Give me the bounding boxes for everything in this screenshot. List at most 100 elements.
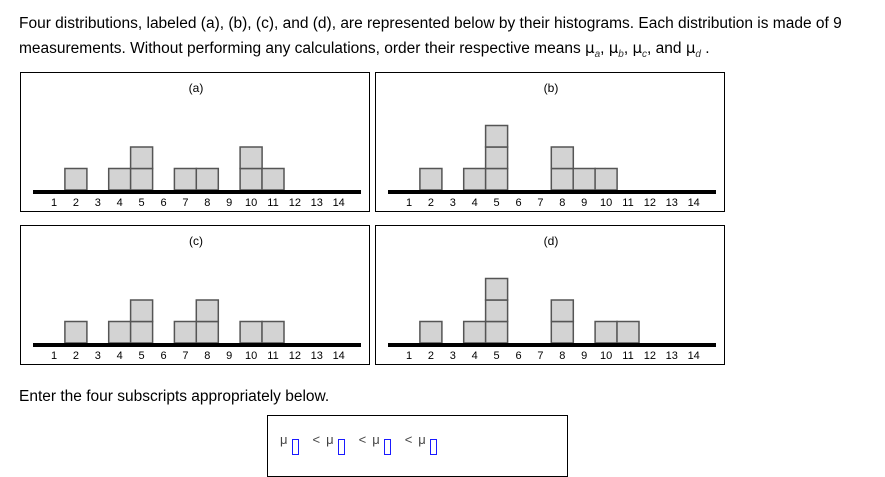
subscript-c: c	[642, 49, 648, 60]
tick-label: 6	[160, 197, 166, 209]
subscript-a: a	[594, 49, 601, 60]
histogram-c: (c) 1 2 3 4 5 6 7 8 9 10 11 12 13 14	[20, 225, 370, 365]
tick-label: 8	[559, 197, 565, 209]
chart-title: (c)	[189, 234, 203, 248]
histogram-bar-5	[484, 320, 509, 344]
tick-label: 11	[622, 350, 633, 362]
histogram-bar-4	[462, 167, 487, 191]
histogram-bar-5	[129, 146, 154, 170]
x-axis-line	[33, 343, 361, 347]
histogram-a: (a) 1 2 3 4 5 6 7 8 9 10 11 12 13 14	[20, 72, 370, 212]
tick-label: 9	[226, 350, 232, 362]
histogram-bar-8	[550, 167, 575, 191]
tick-label: 10	[245, 197, 257, 209]
answer-box: μ < μ < μ < μ	[267, 415, 568, 477]
mu-symbol: μ	[280, 432, 288, 447]
chart-title: (a)	[189, 81, 204, 95]
tick-label: 9	[581, 197, 587, 209]
mu-symbol: μ	[418, 432, 426, 447]
histogram-b: (b) 1 2 3 4 5 6 7 8 9 10 11 12 13 14	[375, 72, 725, 212]
mu-symbol: μ	[585, 39, 595, 57]
chart-title: (b)	[544, 81, 559, 95]
histogram-bar-5	[484, 277, 509, 301]
tick-label: 3	[450, 350, 456, 362]
histogram-bar-8	[550, 146, 575, 170]
mu-symbol: μ	[685, 39, 696, 57]
tick-label: 12	[289, 350, 301, 362]
histogram-bar-7	[173, 320, 198, 344]
tick-label: 11	[622, 197, 633, 209]
x-axis-line	[33, 190, 361, 194]
answer-slot-4[interactable]	[429, 439, 437, 455]
tick-label: 14	[333, 350, 345, 362]
tick-label: 12	[644, 197, 656, 209]
less-than: <	[358, 432, 367, 447]
question-line2: measurements. Without performing any cal…	[19, 40, 581, 57]
tick-label: 14	[333, 197, 345, 209]
tick-label: 3	[95, 350, 101, 362]
tick-label: 12	[289, 197, 301, 209]
histogram-bar-7	[173, 167, 198, 191]
period: .	[705, 40, 710, 57]
tick-label: 6	[515, 350, 521, 362]
tick-label: 11	[267, 350, 278, 362]
x-axis-line	[388, 190, 716, 194]
tick-label: 7	[537, 350, 543, 362]
histogram-bar-10	[239, 320, 263, 344]
histogram-bar-11	[616, 320, 640, 344]
histogram-bar-2	[419, 167, 443, 191]
tick-label: 7	[537, 197, 543, 209]
tick-label: 5	[139, 350, 145, 362]
answer-slot-3[interactable]	[383, 439, 391, 455]
answer-slot-2[interactable]	[337, 439, 345, 455]
less-than: <	[404, 432, 413, 447]
tick-label: 14	[688, 350, 700, 362]
tick-label: 12	[644, 350, 656, 362]
histogram-bar-10	[239, 146, 263, 170]
histogram-bar-8	[550, 299, 575, 323]
tick-label: 4	[117, 350, 123, 362]
answer-slot-1[interactable]	[291, 439, 299, 455]
measurement-count: 9	[833, 15, 842, 32]
histogram-bar-2	[64, 167, 88, 191]
tick-label: 13	[666, 350, 678, 362]
tick-label: 5	[494, 350, 500, 362]
tick-label: 6	[515, 197, 521, 209]
tick-label: 2	[428, 197, 434, 209]
tick-label: 11	[267, 197, 278, 209]
tick-label: 13	[666, 197, 678, 209]
histogram-bar-11	[261, 320, 285, 344]
histogram-bar-8	[195, 167, 220, 191]
separator: ,	[600, 40, 605, 57]
subscript-b: b	[618, 49, 624, 60]
histogram-bar-8	[195, 320, 220, 344]
histogram-bar-4	[462, 320, 487, 344]
tick-label: 8	[559, 350, 565, 362]
histogram-bar-10	[239, 167, 263, 191]
histogram-bar-4	[107, 320, 132, 344]
instruction-text: Enter the four subscripts appropriately …	[19, 388, 330, 405]
tick-label: 5	[494, 197, 500, 209]
mu-symbol: μ	[326, 432, 334, 447]
question-text: Four distributions, labeled (a), (b), (c…	[19, 12, 885, 67]
tick-label: 6	[160, 350, 166, 362]
tick-label: 8	[204, 197, 210, 209]
histogram-svg: (c)1 2 3 4 5 6 7 8 9 10 11 12 13 14	[33, 234, 361, 362]
histogram-bar-5	[484, 146, 509, 170]
tick-label: 13	[311, 350, 323, 362]
tick-label: 2	[73, 350, 79, 362]
separator: ,	[623, 40, 629, 57]
histogram-bar-5	[484, 124, 509, 148]
mu-symbol: μ	[608, 39, 619, 57]
chart-title: (d)	[544, 234, 559, 248]
tick-label: 2	[428, 350, 434, 362]
tick-label: 7	[182, 197, 188, 209]
histogram-bar-2	[419, 320, 443, 344]
tick-label: 4	[472, 350, 478, 362]
tick-label: 4	[117, 197, 123, 209]
tick-label: 3	[450, 197, 456, 209]
histogram-bar-2	[64, 320, 88, 344]
histogram-bar-5	[129, 320, 154, 344]
tick-label: 1	[51, 197, 57, 209]
histogram-bar-5	[129, 167, 154, 191]
